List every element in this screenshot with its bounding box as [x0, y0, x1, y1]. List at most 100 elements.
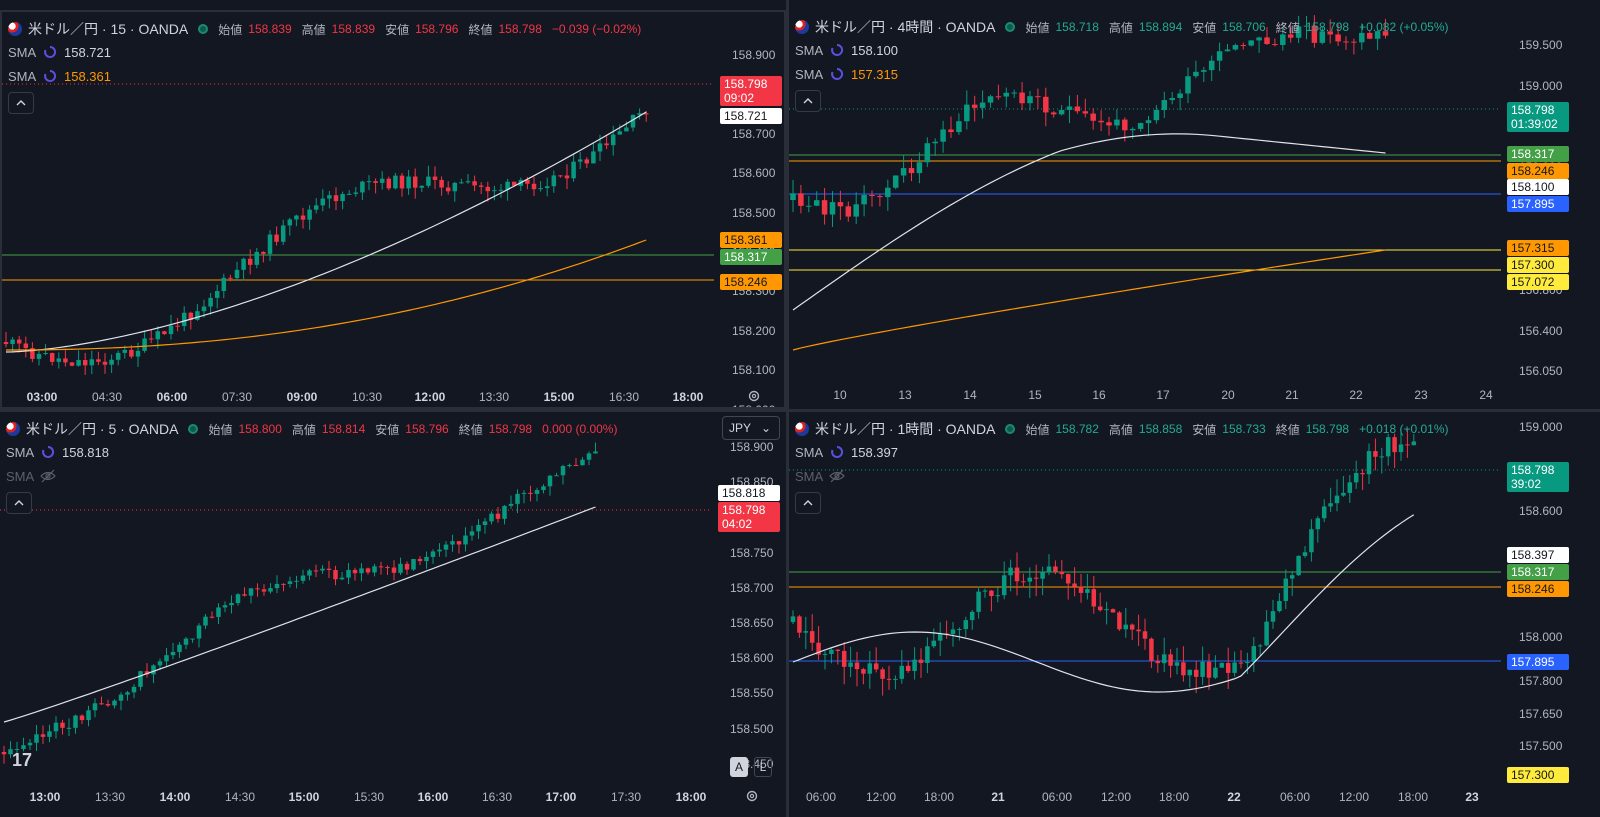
sma-line-slow	[5, 239, 647, 351]
candle-body	[1319, 31, 1326, 43]
pane-divider-horizontal[interactable]	[0, 409, 1600, 412]
candle-body	[66, 727, 72, 729]
time-axis-label: 16	[1092, 388, 1106, 402]
price-tag-value: 158.798	[1511, 103, 1555, 117]
price-tag-value: 157.895	[1511, 197, 1555, 211]
candle-body	[300, 575, 306, 581]
candle-body	[40, 734, 46, 737]
candle-body	[624, 127, 629, 132]
candle-body	[1072, 583, 1077, 587]
log-scale-button[interactable]: L	[754, 757, 772, 777]
sma-indicator-row[interactable]: SMA 158.397	[795, 440, 1453, 464]
gear-icon[interactable]	[747, 389, 761, 407]
legend-header: 米ドル／円 · 15 · OANDA 始値 158.839 高値 158.839 安値 15…	[8, 18, 645, 40]
candle-body	[956, 121, 962, 133]
sma-indicator-row[interactable]: SMA 158.100	[795, 38, 1453, 62]
gear-icon[interactable]	[745, 789, 759, 808]
candle-body	[1366, 451, 1372, 475]
pane-divider-vertical[interactable]	[786, 0, 789, 817]
candle-body	[1392, 437, 1397, 453]
symbol-title[interactable]: 米ドル／円 · 4時間 · OANDA	[815, 19, 996, 35]
candle-body	[925, 646, 930, 663]
sma-indicator-row[interactable]: SMA	[795, 464, 1453, 488]
time-axis-label: 09:00	[286, 390, 318, 404]
candle-body	[551, 175, 557, 187]
collapse-legend-button[interactable]	[795, 90, 821, 112]
candle-body	[547, 475, 553, 487]
ohlc-value: 158.858	[1138, 422, 1183, 436]
chart-legend: 米ドル／円 · 5 · OANDA 始値 158.800 高値 158.814 安値 158…	[6, 418, 621, 514]
chart-canvas[interactable]	[789, 10, 1600, 409]
sma-label: SMA	[8, 44, 37, 60]
chart-pane-15min[interactable]: 158.900158.800158.700158.600158.500158.4…	[0, 10, 786, 409]
price-axis-label: 159.000	[1519, 420, 1563, 434]
symbol-title[interactable]: 米ドル／円 · 5 · OANDA	[26, 421, 179, 437]
price-tag: 158.721	[720, 108, 782, 124]
chart-pane-1h[interactable]: 159.000 158.600 158.000 157.800 157.650 157.5…	[789, 412, 1600, 817]
sma-indicator-row[interactable]: SMA 158.361	[8, 64, 645, 88]
candle-body	[1374, 31, 1381, 39]
candle-body	[1343, 41, 1349, 43]
tradingview-logo[interactable]: 17	[12, 750, 33, 770]
price-axis-label: 157.650	[1519, 707, 1563, 721]
candle-body	[181, 312, 187, 327]
chart-canvas[interactable]	[0, 412, 786, 817]
chart-canvas[interactable]	[789, 412, 1600, 817]
candle-body	[957, 629, 962, 631]
candle-body	[386, 178, 392, 189]
ohlc-value: 158.839	[331, 22, 376, 36]
candle-body	[610, 134, 616, 146]
time-axis-label: 14:00	[159, 790, 191, 804]
chart-pane-5min[interactable]: 158.900158.850158.800158.750158.700158.6…	[0, 412, 786, 817]
auto-scale-button[interactable]: A	[730, 757, 748, 777]
eye-hidden-icon[interactable]	[40, 468, 56, 484]
candle-body	[203, 616, 208, 626]
price-axis-label: 157.800	[1519, 674, 1563, 688]
price-tag-value: 158.317	[1511, 565, 1555, 579]
price-tag-value: 158.397	[1511, 548, 1555, 562]
legend-header: 米ドル／円 · 1時間 · OANDA 始値 158.782 高値 158.858 安値 1…	[795, 418, 1453, 440]
collapse-legend-button[interactable]	[6, 492, 32, 514]
price-axis-label: 159.000	[1519, 78, 1563, 93]
collapse-legend-button[interactable]	[8, 92, 34, 114]
candle-body	[16, 339, 22, 344]
candle-body	[472, 181, 477, 186]
market-open-icon	[1005, 424, 1016, 434]
candle-body	[99, 703, 104, 705]
time-axis-label: 18:00	[1158, 790, 1190, 804]
candle-body	[129, 349, 134, 357]
symbol-title[interactable]: 米ドル／円 · 15 · OANDA	[28, 21, 189, 37]
candle-body	[637, 113, 642, 115]
sma-indicator-row[interactable]: SMA 158.721	[8, 40, 645, 64]
chart-pane-4h[interactable]: 159.500159.000158.500158.000157.600157.2…	[789, 10, 1600, 409]
collapse-legend-button[interactable]	[795, 492, 821, 514]
symbol-title[interactable]: 米ドル／円 · 1時間 · OANDA	[815, 421, 996, 437]
time-axis-label: 16:00	[417, 790, 449, 804]
eye-hidden-icon[interactable]	[829, 468, 845, 484]
time-axis-label: 16:30	[608, 390, 640, 404]
candle-body	[307, 570, 312, 576]
candle-body	[23, 343, 29, 349]
candle-body	[822, 653, 828, 655]
candle-body	[908, 168, 915, 174]
candle-body	[268, 588, 273, 592]
sma-indicator-row[interactable]: SMA	[6, 464, 621, 488]
candle-body	[1287, 34, 1294, 38]
candle-body	[424, 556, 429, 562]
candle-body	[92, 703, 98, 711]
candle-body	[10, 339, 15, 345]
price-tag: 158.798 09:02	[720, 76, 782, 106]
candle-body	[162, 331, 167, 335]
sma-indicator-row[interactable]: SMA 158.818	[6, 440, 621, 464]
currency-select[interactable]: JPY ⌄	[722, 416, 780, 440]
candle-body	[1315, 518, 1321, 530]
price-tag: 158.361	[720, 232, 782, 248]
sma-indicator-row[interactable]: SMA 157.315	[795, 62, 1453, 86]
sma-label: SMA	[795, 468, 824, 484]
time-axis-label: 21	[1285, 388, 1299, 402]
candle-body	[964, 104, 970, 122]
price-axis-label: 158.700	[732, 126, 776, 141]
chart-canvas[interactable]	[2, 12, 786, 409]
candle-body	[790, 193, 796, 200]
candle-body	[806, 205, 812, 207]
